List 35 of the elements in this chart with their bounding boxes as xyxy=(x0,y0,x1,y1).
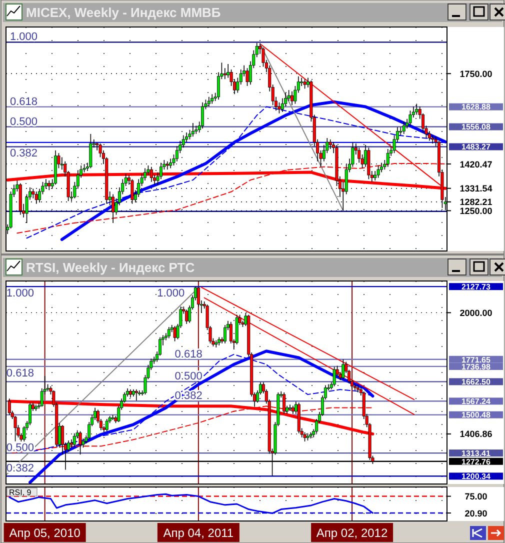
ref-line-label: 2127.73 xyxy=(462,282,492,292)
y-tick-label: 20.90 xyxy=(464,508,488,518)
ref-line-label: 1628.88 xyxy=(462,102,492,112)
annotation: 0.382 xyxy=(10,148,38,160)
annotation: 1.000 xyxy=(6,288,34,300)
y-tick-label: 1420.47 xyxy=(460,159,492,170)
chart-title: RTSI, Weekly - Индекс РТС xyxy=(26,260,196,275)
chart-title: RSI, 9 xyxy=(9,488,32,497)
annotation: 0.500 xyxy=(10,116,38,128)
x-tick-label: Апр 04, 2011 xyxy=(163,526,234,540)
annotation: 1.000 xyxy=(157,288,185,300)
x-tick-label: Апр 02, 2012 xyxy=(316,526,388,540)
x-tick-label: Апр 05, 2010 xyxy=(9,526,81,540)
y-tick-label: 2000.00 xyxy=(460,308,492,318)
ref-line-label: 1771.65 xyxy=(462,355,492,364)
ref-line-label: 1500.48 xyxy=(462,410,492,420)
ref-line-label: 1200.34 xyxy=(462,472,492,482)
ref-line-label: 1272.76 xyxy=(462,457,492,466)
ref-line-label: 1313.41 xyxy=(462,448,492,458)
y-tick-label: 1282.21 xyxy=(460,197,492,208)
ref-line-label: 1567.24 xyxy=(462,397,492,406)
chart-title: MICEX, Weekly - Индекс ММВБ xyxy=(26,5,221,20)
ref-line-label: 1736.98 xyxy=(462,362,492,372)
ref-line-label: 1662.50 xyxy=(462,378,492,387)
y-tick-label: 1750.00 xyxy=(460,68,492,79)
ref-line-label: 1483.27 xyxy=(462,142,492,152)
y-tick-label: 1250.00 xyxy=(460,206,492,216)
y-tick-label: 75.00 xyxy=(464,492,488,502)
annotation: 0.618 xyxy=(10,96,38,108)
annotation: 0.618 xyxy=(6,367,34,380)
annotation: 0.500 xyxy=(6,442,34,454)
y-tick-label: 1331.54 xyxy=(460,184,492,194)
annotation: 1.000 xyxy=(10,31,38,44)
y-tick-label: 1406.86 xyxy=(460,429,492,440)
ref-line-label: 1556.08 xyxy=(462,122,492,132)
